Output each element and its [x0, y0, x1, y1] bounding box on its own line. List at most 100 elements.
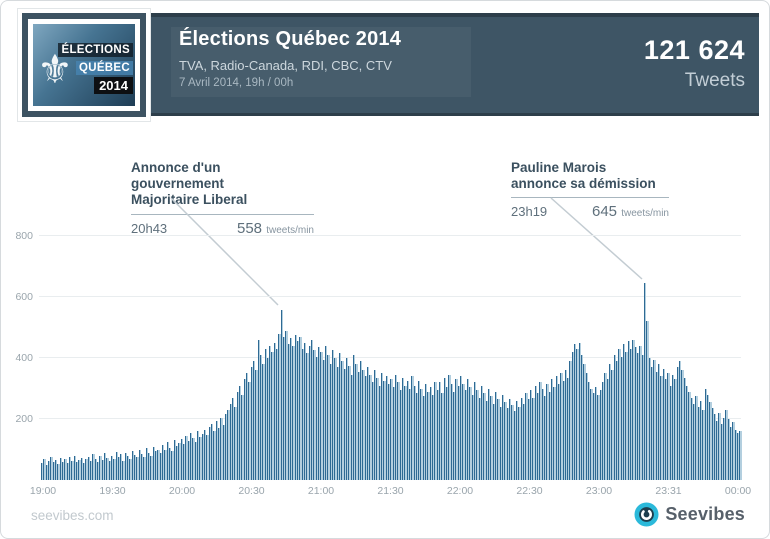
bar [243, 379, 246, 480]
bar [311, 339, 314, 480]
gridline-400 [39, 357, 741, 358]
bar [462, 383, 465, 480]
bar [669, 385, 672, 480]
bar [380, 373, 384, 480]
bar [176, 445, 179, 480]
bar [688, 391, 691, 480]
bar [494, 391, 498, 480]
bar [706, 394, 710, 480]
bar [699, 400, 703, 480]
bar [650, 367, 654, 480]
bar [64, 459, 67, 480]
bar [159, 453, 163, 480]
bar [692, 403, 696, 480]
bar [290, 338, 293, 480]
bar [457, 385, 461, 480]
bar [539, 382, 542, 480]
bar [271, 351, 274, 480]
bar [357, 371, 360, 480]
bar [550, 379, 554, 480]
annotation-peak-unit: tweets/min [621, 208, 669, 220]
bar [287, 344, 291, 480]
bar [590, 388, 593, 480]
bar [574, 344, 577, 480]
bar [548, 391, 551, 480]
bar [304, 342, 307, 480]
bar [362, 370, 365, 480]
bar [122, 460, 125, 480]
bar [178, 443, 181, 480]
bar [134, 455, 137, 480]
bar [536, 393, 540, 480]
bar [234, 406, 237, 480]
bar [474, 382, 477, 480]
bar [702, 409, 705, 480]
bar [483, 393, 486, 480]
bar [464, 390, 468, 480]
bar [96, 462, 100, 480]
bar [322, 359, 326, 480]
bar [567, 377, 570, 480]
bar [241, 394, 244, 480]
x-axis-label-20:00: 20:00 [168, 485, 196, 497]
election-logo-image: ⚜ ÉLECTIONS QUÉBEC 2014 [33, 24, 135, 106]
bar [315, 356, 319, 480]
seevibes-brand: Seevibes [634, 502, 745, 527]
bar [127, 456, 130, 480]
bar [213, 431, 216, 480]
annotation-title-line1: Annonce d'un gouvernement [131, 160, 225, 192]
date-range: 7 Avril 2014, 19h / 00h [179, 77, 294, 89]
x-axis-label-22:00: 22:00 [446, 485, 474, 497]
bar [138, 450, 142, 480]
bar [585, 373, 589, 480]
bar [203, 429, 207, 480]
annotation-peak-value: 645 [592, 203, 618, 221]
bar [66, 463, 69, 480]
bar [120, 454, 123, 480]
bar [250, 367, 253, 480]
bar [255, 370, 258, 480]
chart-bars [41, 230, 742, 480]
bar [425, 383, 428, 480]
bar [129, 458, 132, 480]
bar [110, 455, 114, 480]
bar [185, 435, 188, 480]
bar [485, 400, 488, 480]
bar [192, 437, 195, 480]
bar [99, 456, 102, 480]
bar [571, 351, 575, 480]
y-axis-label-600: 600 [15, 291, 33, 303]
bar [308, 345, 312, 480]
x-axis-labels: 19:00 19:30 20:00 20:30 21:00 21:30 22:00 22:30… [30, 485, 751, 499]
bar [529, 390, 533, 480]
bar [169, 448, 172, 480]
bar [404, 385, 407, 480]
bar [155, 451, 158, 480]
bar [313, 350, 316, 480]
bar [257, 339, 260, 480]
bar [136, 457, 139, 480]
bar [588, 382, 591, 480]
election-logo: ⚜ ÉLECTIONS QUÉBEC 2014 [17, 8, 151, 122]
seevibes-brand-name: Seevibes [665, 504, 745, 524]
bar [108, 461, 111, 480]
bar [152, 446, 156, 480]
bar [606, 379, 610, 480]
bar [553, 387, 556, 480]
bar [716, 420, 719, 480]
bar [94, 458, 97, 480]
bar [378, 385, 381, 480]
x-axis-label-19:00: 19:00 [29, 485, 57, 497]
bar [609, 364, 612, 480]
bar [352, 355, 356, 480]
header-bar: Élections Québec 2014 TVA, Radio-Canada,… [34, 13, 759, 116]
bar [43, 458, 46, 480]
bar [371, 382, 374, 480]
x-axis-label-19:30: 19:30 [99, 485, 126, 497]
bar [162, 444, 165, 480]
page-title: Élections Québec 2014 [179, 28, 402, 50]
bar [269, 345, 272, 480]
bar [411, 376, 414, 480]
bar [481, 385, 484, 480]
bar [564, 370, 568, 480]
